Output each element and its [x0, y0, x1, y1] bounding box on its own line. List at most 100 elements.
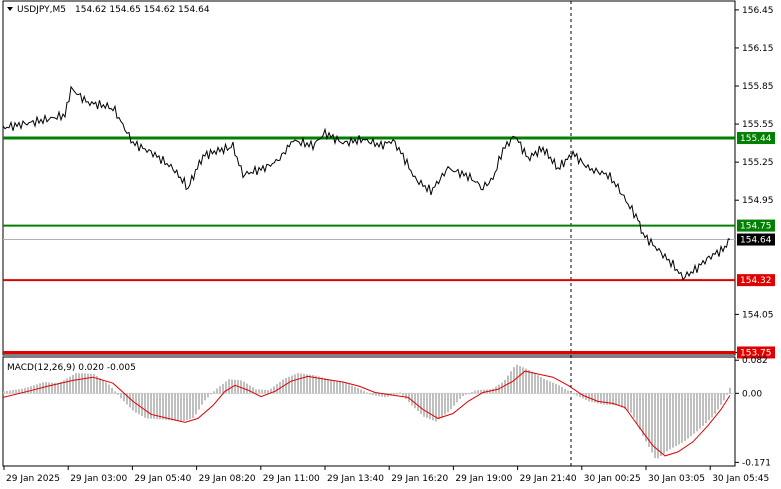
macd-histogram-bar: [594, 393, 596, 403]
macd-histogram-bar: [528, 369, 530, 394]
macd-histogram-bar: [165, 393, 167, 420]
macd-histogram-bar: [399, 392, 401, 394]
macd-histogram-bar: [648, 393, 650, 447]
macd-histogram-bar: [24, 388, 26, 394]
macd-histogram-bar: [519, 366, 521, 394]
macd-histogram-bar: [423, 393, 425, 417]
macd-histogram-bar: [195, 393, 197, 415]
macd-histogram-bar: [525, 368, 527, 394]
time-axis-label: 30 Jan 03:05: [648, 474, 705, 484]
macd-histogram-bar: [66, 378, 68, 394]
macd-histogram-bar: [213, 391, 215, 394]
macd-histogram-bar: [345, 382, 347, 394]
macd-histogram-bar: [558, 385, 560, 394]
macd-histogram-bar: [699, 393, 701, 429]
price-axis-label: 155.85: [742, 82, 774, 92]
macd-histogram-bar: [48, 382, 50, 394]
macd-histogram-bar: [216, 388, 218, 394]
macd-histogram-bar: [201, 393, 203, 405]
macd-histogram-bar: [228, 379, 230, 394]
price-axis-label: 156.45: [742, 6, 774, 16]
macd-histogram-bar: [726, 393, 728, 395]
macd-histogram-bar: [177, 393, 179, 422]
macd-histogram-bar: [549, 381, 551, 394]
macd-axis-label: 0.00: [742, 389, 762, 399]
macd-histogram-bar: [432, 393, 434, 421]
macd-histogram-bar: [51, 382, 53, 394]
macd-histogram-bar: [642, 393, 644, 436]
macd-histogram-bar: [702, 393, 704, 426]
macd-histogram-bar: [720, 393, 722, 405]
time-axis-label: 29 Jan 19:00: [455, 474, 512, 484]
macd-histogram-bar: [669, 393, 671, 450]
macd-histogram-bar: [333, 380, 335, 394]
macd-histogram-bar: [261, 389, 263, 394]
macd-histogram-bar: [678, 393, 680, 445]
macd-histogram-bar: [459, 393, 461, 399]
macd-histogram-bar: [501, 382, 503, 394]
macd-histogram-bar: [267, 390, 269, 394]
level-badge: [737, 274, 775, 287]
macd-histogram-bar: [258, 389, 260, 394]
macd-histogram-bar: [81, 373, 83, 394]
macd-histogram-bar: [474, 390, 476, 394]
macd-histogram-bar: [102, 380, 104, 394]
macd-histogram-bar: [318, 376, 320, 394]
macd-histogram-bar: [666, 393, 668, 452]
time-axis-label: 29 Jan 2025: [6, 474, 60, 484]
macd-histogram-bar: [126, 393, 128, 405]
macd-histogram-bar: [468, 393, 470, 395]
macd-histogram-bar: [384, 393, 386, 398]
macd-histogram-bar: [234, 379, 236, 394]
macd-histogram-bar: [429, 393, 431, 420]
macd-panel-frame: [2, 356, 736, 467]
macd-histogram-bar: [297, 373, 299, 394]
macd-histogram-bar: [570, 392, 572, 394]
macd-histogram-bar: [108, 384, 110, 394]
macd-histogram-bar: [303, 373, 305, 394]
macd-histogram-bar: [618, 393, 620, 406]
macd-histogram-bar: [657, 393, 659, 459]
macd-histogram-bar: [285, 377, 287, 394]
level-badge-label: 154.75: [740, 222, 772, 232]
macd-histogram-bar: [366, 392, 368, 394]
macd-histogram-bar: [75, 373, 77, 394]
macd-histogram-bar: [456, 393, 458, 403]
macd-histogram-bar: [378, 393, 380, 397]
triangle-down-icon[interactable]: [7, 7, 13, 11]
macd-signal-line: [2, 370, 731, 457]
macd-histogram-bar: [444, 393, 446, 415]
macd-histogram-bar: [114, 391, 116, 394]
macd-histogram-bar: [99, 378, 101, 394]
macd-histogram-bar: [660, 393, 662, 457]
time-axis-label: 30 Jan 05:45: [712, 474, 769, 484]
macd-histogram-bar: [300, 373, 302, 394]
macd-histogram-bar: [309, 374, 311, 394]
macd-histogram-bar: [696, 393, 698, 432]
macd-histogram-bar: [396, 393, 398, 395]
macd-histogram-bar: [3, 391, 5, 394]
macd-histogram-bar: [291, 375, 293, 394]
time-axis-label: 29 Jan 08:20: [199, 474, 256, 484]
macd-histogram-bar: [681, 393, 683, 443]
macd-histogram-bar: [462, 393, 464, 397]
macd-histogram-bar: [288, 376, 290, 394]
macd-histogram-bar: [687, 393, 689, 439]
macd-histogram-bar: [675, 393, 677, 447]
macd-histogram-bar: [654, 393, 656, 459]
macd-histogram-bar: [339, 381, 341, 394]
macd-histogram-bar: [246, 383, 248, 394]
macd-histogram-bar: [84, 373, 86, 394]
macd-histogram-bar: [222, 383, 224, 394]
macd-histogram-bar: [690, 393, 692, 437]
macd-histogram-bar: [147, 393, 149, 419]
macd-histogram-bar: [426, 393, 428, 418]
macd-histogram-bar: [417, 393, 419, 412]
macd-histogram-bar: [240, 380, 242, 394]
macd-histogram-bar: [351, 385, 353, 394]
macd-histogram-bar: [45, 382, 47, 394]
macd-histogram-bar: [651, 393, 653, 453]
macd-histogram-bar: [567, 390, 569, 394]
